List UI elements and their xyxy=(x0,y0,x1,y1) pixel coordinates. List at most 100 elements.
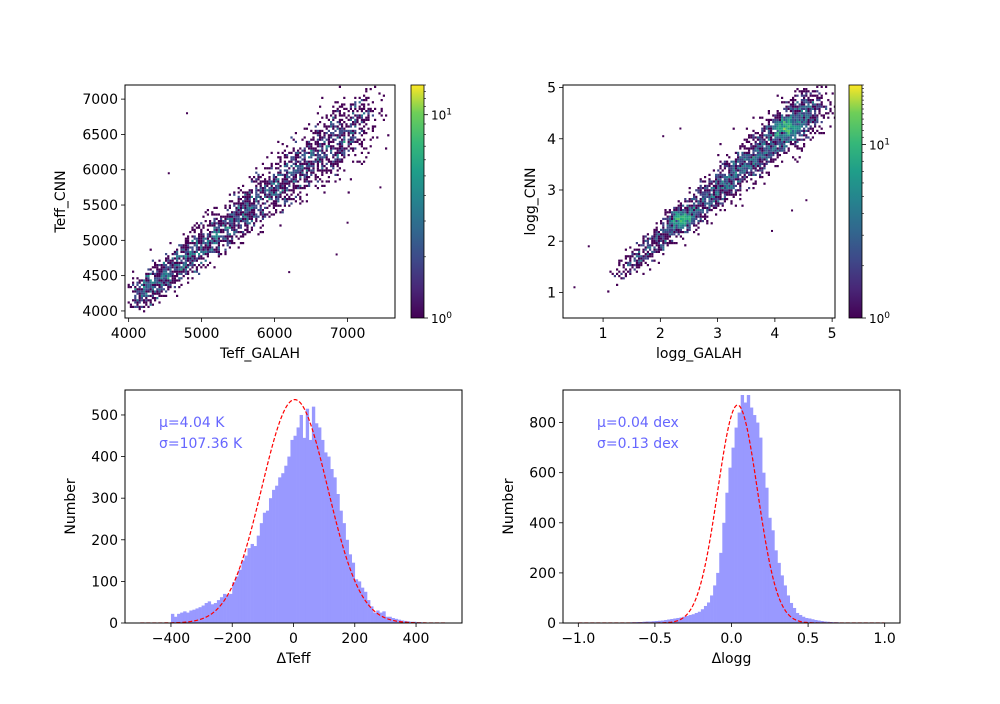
density-cell xyxy=(737,169,739,171)
density-cell xyxy=(372,110,374,112)
density-cell xyxy=(640,255,642,257)
density-cell xyxy=(158,282,160,284)
density-cell xyxy=(746,139,748,141)
density-cell xyxy=(794,81,796,83)
density-cell xyxy=(790,106,792,108)
density-cell xyxy=(651,251,653,253)
density-cell xyxy=(350,106,352,108)
density-cell xyxy=(785,145,787,147)
density-cell xyxy=(227,233,229,235)
density-cell xyxy=(807,119,809,121)
y-axis-label: Teff_CNN xyxy=(53,170,69,233)
density-cell xyxy=(766,152,768,154)
density-cell xyxy=(150,273,152,275)
density-cell xyxy=(781,125,783,127)
density-cell xyxy=(286,176,288,178)
density-cell xyxy=(251,211,253,213)
density-cell xyxy=(352,112,354,114)
density-cell xyxy=(649,249,651,251)
density-cell xyxy=(763,158,765,160)
hist-bar xyxy=(321,440,324,623)
density-cell xyxy=(675,211,677,213)
density-cell xyxy=(783,117,785,119)
density-cell xyxy=(726,161,728,163)
density-cell xyxy=(693,198,695,200)
density-cell xyxy=(231,200,233,202)
density-cell xyxy=(348,114,350,116)
density-cell xyxy=(339,136,341,138)
density-cell xyxy=(717,187,719,189)
density-cell xyxy=(735,158,737,160)
density-cell xyxy=(770,156,772,158)
density-cell xyxy=(328,134,330,136)
density-cell xyxy=(293,139,295,141)
density-cell xyxy=(321,172,323,174)
density-cell xyxy=(196,238,198,240)
density-cell xyxy=(244,211,246,213)
density-cell xyxy=(750,161,752,163)
density-cell xyxy=(680,231,682,233)
density-cell xyxy=(673,229,675,231)
density-cell xyxy=(801,130,803,132)
hist-bar xyxy=(306,409,309,623)
density-cell xyxy=(257,196,259,198)
density-cell xyxy=(328,136,330,138)
y-tick-label: 6000 xyxy=(82,163,118,179)
density-cell xyxy=(761,130,763,132)
density-cell xyxy=(695,207,697,209)
density-cell xyxy=(686,216,688,218)
density-cell xyxy=(273,202,275,204)
density-cell xyxy=(693,196,695,198)
density-cell xyxy=(801,110,803,112)
density-cell xyxy=(702,198,704,200)
density-cell xyxy=(671,220,673,222)
density-cell xyxy=(145,273,147,275)
density-cell xyxy=(792,134,794,136)
density-cell xyxy=(746,172,748,174)
density-cell xyxy=(807,106,809,108)
density-cell xyxy=(689,200,691,202)
density-cell xyxy=(334,152,336,154)
density-cell xyxy=(293,183,295,185)
density-cell xyxy=(321,139,323,141)
density-cell xyxy=(238,246,240,248)
density-cell xyxy=(290,174,292,176)
density-cell xyxy=(273,191,275,193)
density-cell xyxy=(198,235,200,237)
density-cell xyxy=(319,145,321,147)
density-cell xyxy=(145,275,147,277)
density-cell xyxy=(807,99,809,101)
density-cell xyxy=(651,240,653,242)
density-cell xyxy=(264,187,266,189)
density-cell xyxy=(715,183,717,185)
density-cell xyxy=(213,222,215,224)
density-cell xyxy=(693,224,695,226)
density-cell xyxy=(361,152,363,154)
density-cell xyxy=(777,165,779,167)
density-cell xyxy=(205,211,207,213)
density-cell xyxy=(304,128,306,130)
density-cell xyxy=(803,117,805,119)
density-cell xyxy=(372,136,374,138)
density-cell xyxy=(350,103,352,105)
density-cell xyxy=(715,191,717,193)
density-cell xyxy=(737,180,739,182)
density-cell xyxy=(812,128,814,130)
density-cell xyxy=(726,191,728,193)
density-cell xyxy=(719,198,721,200)
density-cell xyxy=(306,165,308,167)
density-cell xyxy=(337,128,339,130)
density-cell xyxy=(818,92,820,94)
density-cell xyxy=(728,178,730,180)
density-cell xyxy=(671,222,673,224)
density-cell xyxy=(145,301,147,303)
density-cell xyxy=(627,264,629,266)
hist-bar xyxy=(358,581,361,623)
density-cell xyxy=(332,147,334,149)
density-cell xyxy=(735,174,737,176)
density-cell xyxy=(618,271,620,273)
density-cell xyxy=(807,101,809,103)
density-cell xyxy=(264,191,266,193)
density-cell xyxy=(640,264,642,266)
hist-bar xyxy=(217,600,220,623)
